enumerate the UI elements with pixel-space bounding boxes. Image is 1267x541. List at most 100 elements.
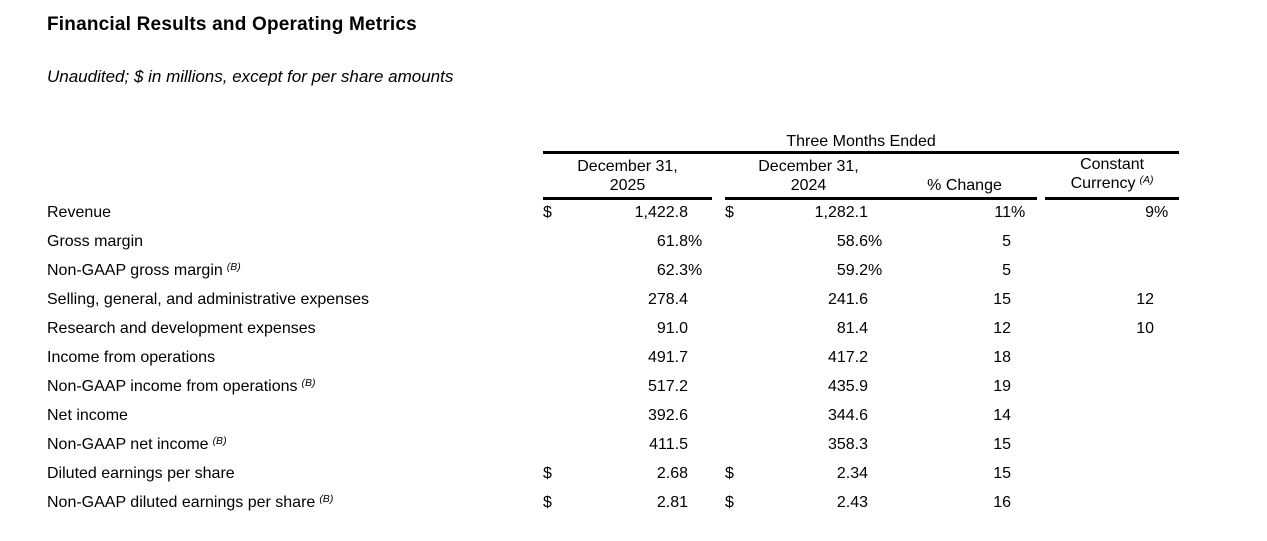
percent-change-value: 11 <box>994 204 1011 222</box>
constant-currency-value <box>1045 401 1154 430</box>
spacer-cell <box>47 126 543 152</box>
value-2025: 1,422.8 <box>634 204 688 222</box>
constant-currency-value: 12 <box>1136 290 1154 308</box>
row-label: Non-GAAP diluted earnings per share (B) <box>47 492 334 511</box>
constant-currency-value: 9 <box>1145 204 1154 222</box>
table-row-rd-expenses: Research and development expenses 91.0 8… <box>47 314 1179 343</box>
col-header-dec-31-2025-line1: December 31, <box>577 157 678 175</box>
percent-sign-2024: % <box>868 232 883 250</box>
row-label: Non-GAAP gross margin (B) <box>47 260 241 279</box>
table-row-non-gaap-diluted-eps: Non-GAAP diluted earnings per share (B) $… <box>47 488 1179 517</box>
percent-change-sign <box>1011 256 1037 285</box>
percent-change-value: 15 <box>993 435 1011 453</box>
percent-change-sign <box>1011 227 1037 256</box>
table-row-non-gaap-gross-margin: Non-GAAP gross margin (B) 62.3 % 59.2 % 5 <box>47 256 1179 285</box>
constant-currency-sign <box>1154 227 1179 256</box>
constant-currency-value <box>1045 488 1154 517</box>
page-subtitle: Unaudited; $ in millions, except for per… <box>47 67 454 86</box>
spacer-cell <box>712 152 725 198</box>
percent-sign-2025 <box>688 314 712 343</box>
value-2025: 2.68 <box>656 464 688 482</box>
dollar-sign-2025 <box>543 256 573 285</box>
constant-currency-sign <box>1154 372 1179 401</box>
percent-change-sign: % <box>1011 204 1026 222</box>
col-header-dec-31-2024-line1: December 31, <box>758 157 859 175</box>
dollar-sign-2024 <box>725 227 755 256</box>
row-label: Revenue <box>47 203 112 221</box>
group-header-three-months-ended: Three Months Ended <box>543 126 1180 154</box>
col-header-dec-31-2025: December 31, 2025 <box>543 152 712 200</box>
percent-change-sign <box>1011 343 1037 372</box>
table-row-revenue: Revenue $ 1,422.8 $ 1,282.1 11 % 9 % <box>47 198 1179 227</box>
row-label: Non-GAAP net income (B) <box>47 434 227 453</box>
value-2025: 91.0 <box>656 319 688 337</box>
value-2025: 491.7 <box>647 348 688 366</box>
col-header-constant-currency-line1: Constant <box>1080 155 1145 173</box>
dollar-sign-2025: $ <box>543 204 552 222</box>
percent-sign-2024 <box>868 488 892 517</box>
spacer-cell <box>47 152 543 198</box>
value-2025: 278.4 <box>647 290 688 308</box>
table-row-diluted-eps: Diluted earnings per share $ 2.68 $ 2.34… <box>47 459 1179 488</box>
percent-change-value: 5 <box>1002 232 1011 250</box>
percent-sign-2025 <box>688 198 712 227</box>
value-2024: 58.6 <box>836 232 868 250</box>
dollar-sign-2024: $ <box>725 464 734 482</box>
percent-change-value: 16 <box>993 493 1011 511</box>
constant-currency-value <box>1045 372 1154 401</box>
dollar-sign-2025: $ <box>543 493 552 511</box>
percent-change-sign <box>1011 372 1037 401</box>
value-2024: 1,282.1 <box>814 204 868 222</box>
dollar-sign-2025: $ <box>543 464 552 482</box>
value-2024: 417.2 <box>827 348 868 366</box>
table-row-net-income: Net income 392.6 344.6 14 <box>47 401 1179 430</box>
constant-currency-sign <box>1154 459 1179 488</box>
percent-sign-2024 <box>868 372 892 401</box>
dollar-sign-2024 <box>725 343 755 372</box>
percent-change-sign <box>1011 314 1037 343</box>
dollar-sign-2024 <box>725 285 755 314</box>
dollar-sign-2024: $ <box>725 493 734 511</box>
dollar-sign-2025 <box>543 430 573 459</box>
value-2025: 411.5 <box>649 435 688 453</box>
row-label: Non-GAAP income from operations (B) <box>47 376 316 395</box>
financial-report-page: Financial Results and Operating Metrics … <box>47 14 1180 517</box>
dollar-sign-2024: $ <box>725 204 734 222</box>
percent-sign-2024 <box>868 314 892 343</box>
constant-currency-value <box>1045 227 1154 256</box>
percent-change-sign <box>1011 459 1037 488</box>
constant-currency-sign <box>1154 401 1179 430</box>
value-2025: 61.8 <box>656 232 688 250</box>
table-row-non-gaap-net-income: Non-GAAP net income (B) 411.5 358.3 15 <box>47 430 1179 459</box>
percent-sign-2024 <box>868 285 892 314</box>
footnote-ref: (B) <box>212 434 227 447</box>
percent-sign-2024 <box>868 401 892 430</box>
page-title: Financial Results and Operating Metrics <box>47 14 417 35</box>
col-header-dec-31-2024-line2: 2024 <box>790 176 827 194</box>
table-row-gross-margin: Gross margin 61.8 % 58.6 % 5 <box>47 227 1179 256</box>
percent-sign-2025 <box>688 343 712 372</box>
percent-sign-2025 <box>688 430 712 459</box>
percent-change-value: 5 <box>1002 261 1011 279</box>
constant-currency-value <box>1045 459 1154 488</box>
col-header-percent-change: % Change <box>892 152 1037 200</box>
percent-sign-2024 <box>868 459 892 488</box>
dollar-sign-2024 <box>725 314 755 343</box>
value-2024: 59.2 <box>836 261 868 279</box>
row-label: Diluted earnings per share <box>47 464 235 482</box>
percent-sign-2025 <box>688 488 712 517</box>
table-row-income-from-operations: Income from operations 491.7 417.2 18 <box>47 343 1179 372</box>
dollar-sign-2024 <box>725 256 755 285</box>
dollar-sign-2025 <box>543 227 573 256</box>
col-header-dec-31-2024: December 31, 2024 <box>725 152 892 200</box>
percent-change-value: 12 <box>993 319 1011 337</box>
value-2024: 435.9 <box>827 377 868 395</box>
value-2025: 2.81 <box>656 493 688 511</box>
footnote-ref: (B) <box>226 260 241 273</box>
percent-change-value: 18 <box>993 348 1011 366</box>
row-label: Income from operations <box>47 348 216 366</box>
footnote-ref: (B) <box>301 376 316 389</box>
percent-sign-2025 <box>688 401 712 430</box>
percent-change-sign <box>1011 285 1037 314</box>
row-label: Research and development expenses <box>47 319 316 337</box>
